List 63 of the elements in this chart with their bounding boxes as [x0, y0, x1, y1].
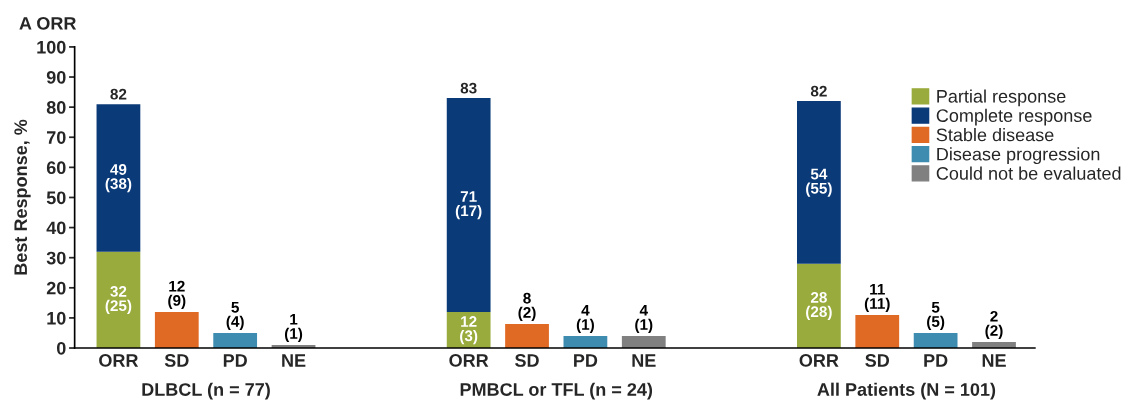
y-tick-label: 90 — [46, 70, 66, 84]
data-label: 11 (11) — [864, 283, 890, 312]
bar — [213, 332, 258, 349]
y-tick-label: 20 — [46, 281, 66, 295]
bar — [797, 263, 841, 349]
y-tick-label: 80 — [46, 101, 66, 114]
bar — [855, 314, 900, 349]
bar — [913, 332, 958, 349]
y-tick-label: 30 — [46, 251, 66, 265]
data-label: 12 (9) — [168, 280, 186, 309]
legend-label: Complete response — [936, 108, 1092, 126]
x-tick-label: NE — [982, 354, 1006, 367]
data-label: 5 (4) — [226, 302, 244, 330]
x-tick-label: PD — [223, 354, 247, 367]
x-tick-label: ORR — [799, 354, 839, 367]
data-label: 71 (17) — [455, 191, 482, 220]
data-label: 2 (2) — [985, 310, 1003, 339]
x-tick-label: ORR — [99, 354, 139, 367]
data-label: 54 (55) — [806, 168, 832, 197]
x-tick-label: PD — [924, 354, 948, 367]
x-tick-label: PD — [574, 354, 598, 367]
legend-label: Stable disease — [936, 128, 1054, 142]
data-label: 28 (28) — [806, 292, 832, 321]
x-tick-label: SD — [865, 354, 890, 367]
y-tick-label: 40 — [46, 221, 66, 235]
x-tick-label: NE — [282, 354, 306, 367]
data-label: 5 (5) — [927, 302, 945, 330]
x-tick-label: SD — [164, 354, 189, 367]
y-tick-label: 10 — [47, 311, 66, 325]
y-axis-title: Best Response, % — [14, 119, 31, 275]
data-label: 1 (1) — [284, 314, 303, 342]
y-tick-label: 0 — [56, 341, 66, 355]
bar — [96, 104, 141, 252]
bar — [505, 323, 549, 349]
data-label: 12 (3) — [460, 316, 478, 345]
total-label: 82 — [810, 85, 827, 97]
data-label: 8 (2) — [518, 292, 536, 321]
y-tick-label: 60 — [46, 161, 66, 175]
bar — [563, 335, 608, 349]
bar — [154, 311, 199, 349]
text: PMBCL or TFL (n = 24) — [460, 382, 653, 400]
bar — [96, 251, 141, 349]
text: DLBCL (n = 77) — [142, 382, 270, 400]
chart-title: A ORR — [19, 16, 77, 30]
legend-label: Disease progression — [937, 147, 1100, 165]
data-label: 49 (38) — [105, 164, 132, 193]
data-label: 32 (25) — [105, 286, 132, 315]
y-tick-label: 50 — [46, 191, 66, 205]
legend-label: Could not be evaluated — [936, 166, 1121, 180]
bar — [446, 98, 491, 312]
legend-label: Partial response — [937, 89, 1066, 107]
total-label: 83 — [460, 82, 477, 94]
data-label: 4 (1) — [576, 305, 594, 333]
y-tick-label: 70 — [47, 131, 66, 144]
text: All Patients (N = 101) — [817, 382, 996, 400]
bar — [797, 101, 841, 264]
y-tick-label: 100 — [37, 40, 66, 54]
x-tick-label: NE — [632, 354, 656, 367]
x-tick-label: SD — [515, 354, 539, 367]
total-label: 82 — [110, 88, 127, 100]
bar — [621, 335, 666, 349]
x-tick-label: ORR — [449, 354, 489, 367]
data-label: 4 (1) — [635, 305, 653, 333]
